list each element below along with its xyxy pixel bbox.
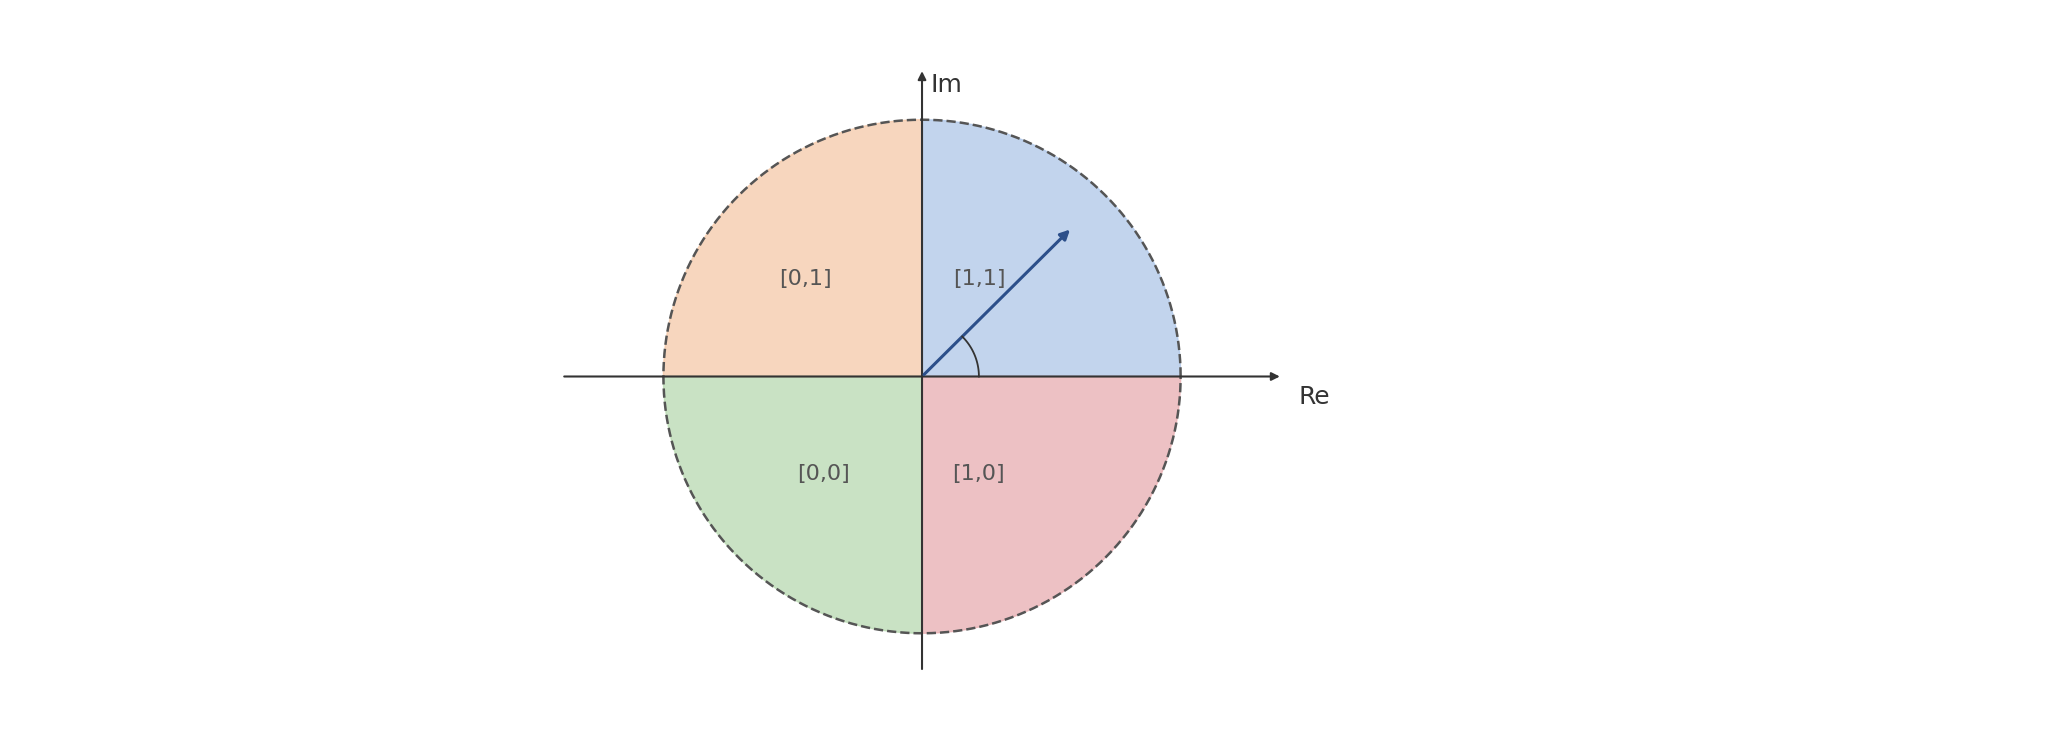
Text: [1,1]: [1,1] xyxy=(952,269,1006,289)
Text: [0,0]: [0,0] xyxy=(797,464,850,484)
Text: Im: Im xyxy=(930,74,963,97)
Polygon shape xyxy=(664,376,922,633)
Polygon shape xyxy=(922,120,1180,376)
Text: [1,0]: [1,0] xyxy=(952,464,1006,484)
Polygon shape xyxy=(922,376,1180,633)
Polygon shape xyxy=(664,120,922,376)
Text: [0,1]: [0,1] xyxy=(780,269,831,289)
Text: Re: Re xyxy=(1298,385,1331,409)
